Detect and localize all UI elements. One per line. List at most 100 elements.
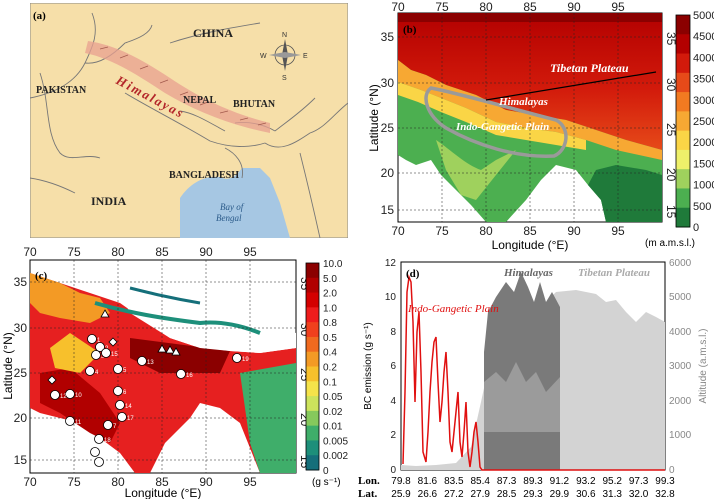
panel-c-emission: 12345678910111213141516171819 (c) 70 75 … [0,243,356,500]
lat-tick: 27.9 [470,489,490,499]
b-bottom-tick: 75 [435,224,449,238]
colorbar-swatch [306,292,319,308]
colorbar-swatch [306,366,319,382]
panel-d-transect: Indo-Gangetic Plain Himalayas Tibetan Pl… [356,252,714,500]
c-bottom-tick: 80 [111,475,125,489]
site-number: 5 [123,368,127,374]
diamond-marker [47,375,57,385]
country-bangladesh: BANGLADESH [169,170,239,181]
colorbar-swatch [676,207,690,228]
site-marker [94,434,104,444]
d-right-tick: 0 [669,465,675,476]
c-top-tick: 85 [155,245,169,259]
colorbar-tick-label: 5000 [693,10,714,22]
site-number: 6 [123,390,127,396]
c-left-tick: 15 [14,453,28,467]
colorbar-tick-label: 0.8 [323,318,337,329]
triangle-marker [165,345,175,354]
b-top-tick: 75 [435,0,449,14]
colorbar-swatch [676,169,690,189]
d-right-tick: 1000 [669,430,692,441]
c-bottom-tick: 75 [67,475,81,489]
lon-tick: 79.8 [391,476,411,487]
b-top-tick: 95 [611,0,625,14]
site-marker [91,350,101,360]
site-marker [94,457,104,467]
d-ylabel-left: BC emission (g s⁻¹) [363,322,374,410]
colorbar-swatch [676,34,690,55]
panel-b-label: (b) [403,24,417,36]
site-marker [101,348,111,358]
b-left-tick: 30 [381,76,395,90]
colorbar-swatch [676,92,690,112]
himalaya-area [484,272,560,470]
site-number: 15 [111,352,118,358]
site-marker [137,356,147,366]
site-marker [95,342,105,352]
colorbar-tick-label: 0 [323,466,329,477]
c-left-tick: 20 [14,411,28,425]
colorbar-swatch [306,440,319,456]
colorbar-swatch [306,381,319,397]
lat-tick: 32.8 [655,489,675,499]
site-marker [113,364,123,374]
site-marker [65,389,75,399]
region-igp: Indo-Gangetic Plain [455,121,549,133]
b-top-tick: 80 [479,0,493,14]
site-marker [115,400,125,410]
d-left-tick: 0 [390,465,396,476]
site-marker [50,390,60,400]
site-marker [65,416,75,426]
b-xlabel: Longitude (°E) [492,238,569,252]
triangle-marker [171,347,181,356]
site-diamonds [47,337,118,385]
b-ylabel: Latitude (°N) [367,84,381,152]
colorbar-tick-label: 2.0 [323,289,337,300]
site-number: 19 [242,357,249,363]
colorbar-tick-label: 10.0 [323,259,343,270]
b-right-tick: 35 [664,32,678,46]
bc-emission-map: 12345678910111213141516171819 (c) 70 75 … [1,245,348,500]
colorbar-swatch [306,336,319,353]
colorbar-swatch [676,15,690,35]
colorbar-tick-label: 0.2 [323,363,337,374]
b-bottom-tick: 95 [611,224,625,238]
colorbar-swatch [306,351,319,367]
lat-tick: 30.6 [576,489,596,499]
colorbar-tick-label: 4000 [693,52,714,64]
c-top-tick: 90 [199,245,213,259]
d-right-tick: 3000 [669,361,692,372]
b-right-tick: 15 [664,205,678,219]
site-number: 12 [60,394,67,400]
lat-tick: 32.0 [629,489,649,499]
d-right-tick: 6000 [669,258,692,269]
d-left-tick: 4 [390,396,396,407]
lat-tick: 29.3 [523,489,543,499]
country-pakistan: PAKISTAN [36,85,87,96]
colorbar-tick-label: 2500 [693,116,714,128]
diamond-marker [108,337,118,347]
site-marker [176,369,186,379]
panel-d-label: (d) [406,268,420,280]
lon-tick: 87.3 [497,476,517,487]
country-india: INDIA [91,194,127,208]
site-marker [103,420,113,430]
site-number: 8 [100,451,104,457]
sea-label-line1: Bay of [220,202,245,212]
b-left-tick: 15 [381,203,395,217]
lat-tick: 25.9 [391,489,411,499]
site-marker [117,412,127,422]
c-bottom-tick: 90 [199,475,213,489]
b-left-tick: 25 [381,121,395,135]
c-top-tick: 70 [23,245,37,259]
compass-s: S [282,75,287,82]
c-bottom-tick: 70 [23,475,37,489]
sea-label-line2: Bengal [216,213,242,223]
country-china: CHINA [193,26,233,40]
d-right-tick: 4000 [669,327,692,338]
c-xlabel: Longitude (°E) [125,486,202,499]
colorbar-tick-label: 500 [693,201,711,213]
compass-e: E [303,53,308,60]
triangle-marker [100,309,110,318]
c-bottom-tick: 95 [243,475,257,489]
